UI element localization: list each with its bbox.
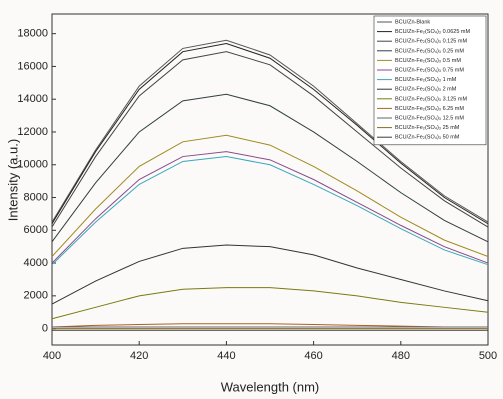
y-tick-label: 18000 bbox=[17, 28, 48, 40]
legend-label: BCU/Zn-Fe₂(SO₄)₃ 0.125 mM bbox=[395, 39, 467, 45]
x-tick-label: 460 bbox=[304, 350, 322, 362]
y-tick-label: 4000 bbox=[24, 257, 48, 269]
legend-label: BCU/Zn-Fe₂(SO₄)₃ 0.0625 mM bbox=[395, 29, 470, 35]
series-line bbox=[51, 151, 489, 264]
legend-label: BCU/Zn-Fe₂(SO₄)₃ 0.75 mM bbox=[395, 67, 464, 73]
legend-label: BCU/Zn-Fe₂(SO₄)₃ 1 mM bbox=[395, 77, 457, 83]
x-tick-label: 480 bbox=[392, 350, 410, 362]
series-line bbox=[51, 244, 489, 305]
series-line bbox=[51, 156, 489, 266]
series-line bbox=[51, 42, 489, 225]
series-line bbox=[51, 39, 489, 223]
y-tick-label: 12000 bbox=[17, 126, 48, 138]
y-tick-label: 6000 bbox=[24, 224, 48, 236]
series-line bbox=[51, 287, 489, 320]
plot-frame bbox=[51, 13, 489, 346]
legend-label: BCU/Zn-Fe₂(SO₄)₃ 25 mM bbox=[395, 125, 460, 131]
y-tick-label: 8000 bbox=[24, 191, 48, 203]
legend-label: BCU/Zn-Fe₂(SO₄)₃ 0.25 mM bbox=[395, 48, 464, 54]
legend-box bbox=[373, 15, 487, 146]
series-line bbox=[51, 134, 489, 257]
y-tick-label: 0 bbox=[42, 323, 48, 335]
x-tick-label: 420 bbox=[130, 350, 148, 362]
legend-label: BCU/Zn-Fe₂(SO₄)₃ 0.5 mM bbox=[395, 58, 461, 64]
x-tick-label: 400 bbox=[43, 350, 61, 362]
y-tick-label: 16000 bbox=[17, 60, 48, 72]
series-line bbox=[51, 93, 489, 243]
x-tick-label: 440 bbox=[217, 350, 235, 362]
x-tick-label: 500 bbox=[479, 350, 497, 362]
y-tick-label: 10000 bbox=[17, 159, 48, 171]
legend-label: BCU/Zn-Fe₂(SO₄)₃ 50 mM bbox=[395, 135, 460, 141]
legend-label: BCU/Zn-Fe₂(SO₄)₃ 2 mM bbox=[395, 87, 457, 93]
y-axis-label: Intensity (a.u.) bbox=[5, 139, 20, 221]
y-tick-label: 2000 bbox=[24, 290, 48, 302]
legend-label: BCU/Zn-Blank bbox=[395, 19, 430, 25]
legend-label: BCU/Zn-Fe₂(SO₄)₃ 3.125 mM bbox=[395, 96, 467, 102]
x-axis-label: Wavelength (nm) bbox=[221, 379, 320, 394]
legend-label: BCU/Zn-Fe₂(SO₄)₃ 6.25 mM bbox=[395, 106, 464, 112]
legend-label: BCU/Zn-Fe₂(SO₄)₃ 12.5 mM bbox=[395, 115, 464, 121]
y-tick-label: 14000 bbox=[17, 93, 48, 105]
series-line bbox=[51, 323, 488, 328]
series-line bbox=[51, 51, 489, 228]
